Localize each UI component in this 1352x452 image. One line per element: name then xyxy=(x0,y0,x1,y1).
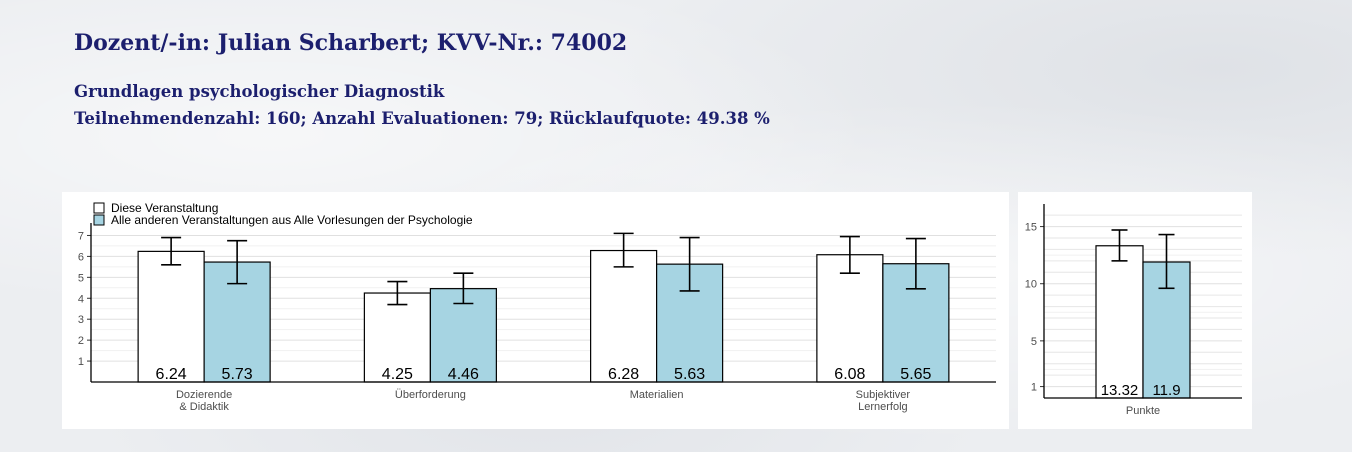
x-category-label: & Didaktik xyxy=(179,401,229,413)
y-tick-label: 5 xyxy=(1031,336,1037,348)
y-tick-label: 4 xyxy=(78,293,84,305)
bar-this-course xyxy=(816,254,884,383)
y-tick-label: 10 xyxy=(1025,279,1037,291)
bar-value-label: 4.25 xyxy=(382,366,413,383)
bar-this-course xyxy=(1095,245,1144,399)
bar-value-label: 6.24 xyxy=(156,366,187,383)
points-chart-panel: 1 5 10 15 13.32 11.9 Punkte xyxy=(1018,192,1252,429)
x-category-label: Lernerfolg xyxy=(858,401,908,413)
bar-value-label: 6.08 xyxy=(834,366,865,383)
bar-this-course xyxy=(590,249,658,383)
lecturer-title: Dozent/-in: Julian Scharbert; KVV-Nr.: 7… xyxy=(74,30,628,56)
y-tick-label: 5 xyxy=(78,272,84,284)
x-category-label: Subjektiver xyxy=(856,389,911,401)
y-tick-label: 6 xyxy=(78,251,84,263)
y-tick-label: 2 xyxy=(78,335,84,347)
x-category-label: Punkte xyxy=(1126,405,1160,417)
x-category-label: Überforderung xyxy=(395,389,466,401)
participation-stats: Teilnehmendenzahl: 160; Anzahl Evaluatio… xyxy=(74,109,770,128)
bar-value-label: 5.73 xyxy=(222,366,253,383)
bar-value-label: 11.9 xyxy=(1152,382,1180,399)
x-category-label: Dozierende xyxy=(176,389,232,401)
bar-this-course xyxy=(363,292,431,383)
evaluation-bar-chart: 1 2 3 4 5 6 7 6.24 5.73 Dozierende& Didaktik 4.25 4… xyxy=(78,201,996,413)
legend-swatch-this-course xyxy=(93,202,105,214)
y-tick-label: 7 xyxy=(78,230,84,242)
legend-label: Diese Veranstaltung xyxy=(111,201,218,215)
main-chart-panel: 1 2 3 4 5 6 7 6.24 5.73 Dozierende & Didaktik 4.25 4… xyxy=(62,192,1009,429)
bar-value-label: 4.46 xyxy=(448,366,479,383)
legend-swatch-other-courses xyxy=(93,214,105,226)
bar-value-label: 6.28 xyxy=(608,366,639,383)
report-header: Dozent/-in: Julian Scharbert; KVV-Nr.: 7… xyxy=(74,30,770,132)
y-tick-label: 15 xyxy=(1025,222,1037,234)
x-category-label: Materialien xyxy=(630,389,684,401)
course-name: Grundlagen psychologischer Diagnostik xyxy=(74,82,445,101)
y-tick-label: 1 xyxy=(1031,382,1037,394)
y-tick-label: 1 xyxy=(78,356,84,368)
legend-label: Alle anderen Veranstaltungen aus Alle Vo… xyxy=(111,213,473,227)
bar-this-course xyxy=(137,250,205,383)
bar-value-label: 13.32 xyxy=(1101,382,1139,399)
bar-value-label: 5.63 xyxy=(674,366,705,383)
y-tick-label: 3 xyxy=(78,314,84,326)
bar-value-label: 5.65 xyxy=(900,366,931,383)
